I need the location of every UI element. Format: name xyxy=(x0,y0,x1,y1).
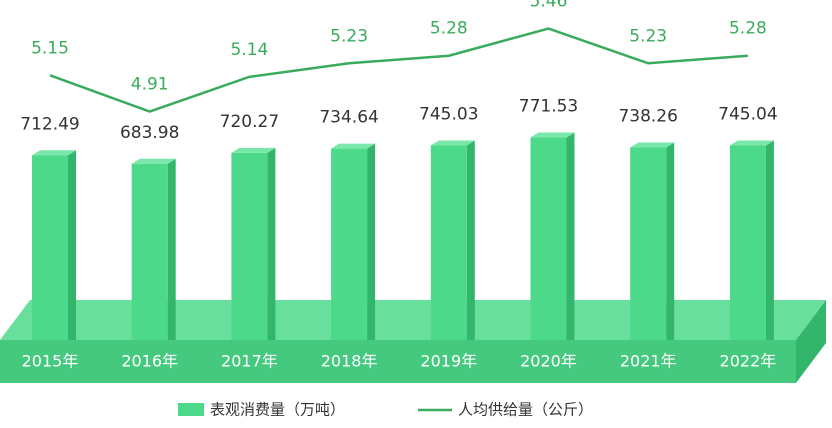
bar-top xyxy=(231,147,276,153)
bar-side xyxy=(765,140,774,340)
bar-top xyxy=(430,140,475,146)
platform-front xyxy=(0,340,796,383)
bar-side xyxy=(167,158,176,340)
bar-top xyxy=(530,132,575,138)
bar-side xyxy=(367,143,376,340)
platform-top xyxy=(0,300,826,340)
line-value-label: 5.23 xyxy=(629,26,667,46)
x-tick-label: 2015年 xyxy=(22,352,79,371)
x-tick-label: 2020年 xyxy=(520,352,577,371)
x-tick-label: 2016年 xyxy=(121,352,178,371)
bar xyxy=(32,155,68,340)
bar-value-label: 738.26 xyxy=(618,107,677,127)
bar-value-label: 745.04 xyxy=(718,104,777,124)
line-value-label: 4.91 xyxy=(131,75,169,95)
bar-value-label: 720.27 xyxy=(220,112,279,132)
x-tick-label: 2022年 xyxy=(720,352,777,371)
bar-top xyxy=(331,143,376,149)
line xyxy=(49,27,748,113)
bar xyxy=(231,152,268,340)
overlay: 712.49 683.98 720.27 734.64 745.03 771.53 738.… xyxy=(20,0,777,419)
bar xyxy=(430,145,467,340)
bar-value-label: 745.03 xyxy=(419,104,478,124)
bar-top xyxy=(729,140,774,146)
x-tick-label: 2021年 xyxy=(620,352,677,371)
bar xyxy=(729,145,766,340)
bar-side xyxy=(566,132,575,340)
bar xyxy=(131,163,168,340)
bar-side xyxy=(267,147,276,340)
bar-side xyxy=(466,140,475,340)
bar-top xyxy=(630,142,675,148)
bar-side xyxy=(666,142,675,340)
legend-label: 人均供给量（公斤） xyxy=(458,401,593,419)
bar-value-label: 683.98 xyxy=(120,123,179,143)
bar-value-label: 712.49 xyxy=(20,114,79,134)
platform-side xyxy=(796,300,826,383)
line-value-label: 5.15 xyxy=(31,38,69,58)
x-tick-label: 2018年 xyxy=(321,352,378,371)
line-value-label: 5.28 xyxy=(729,19,767,39)
x-tick-label: 2017年 xyxy=(221,352,278,371)
bar-top xyxy=(131,158,176,164)
bar xyxy=(530,137,567,340)
legend-swatch xyxy=(178,403,204,416)
line-value-label: 5.23 xyxy=(330,26,368,46)
x-tick-label: 2019年 xyxy=(420,352,477,371)
legend-label: 表观消费量（万吨） xyxy=(210,401,345,419)
bar-side xyxy=(68,150,76,340)
bar xyxy=(331,148,368,340)
bar-top xyxy=(32,150,76,156)
bar xyxy=(630,147,667,340)
line-value-label: 5.28 xyxy=(430,19,468,39)
bar-value-label: 734.64 xyxy=(319,108,378,128)
bars xyxy=(32,132,774,340)
bar-value-label: 771.53 xyxy=(519,97,578,117)
line-value-label: 5.14 xyxy=(230,40,268,60)
line-value-label: 5.46 xyxy=(530,0,568,12)
